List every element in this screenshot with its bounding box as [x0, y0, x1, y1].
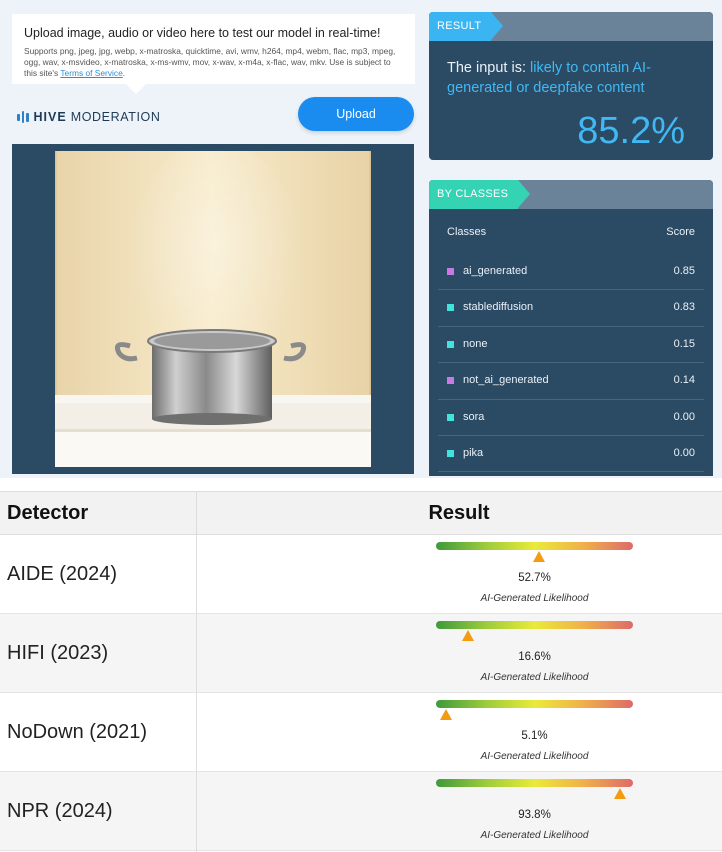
detector-name: HIFI (2023) [7, 642, 109, 664]
upload-description: Supports png, jpeg, jpg, webp, x-matrosk… [24, 46, 403, 79]
result-tag: RESULT [429, 12, 504, 41]
classes-column-headers: Classes Score [429, 226, 713, 246]
classes-tag: BY CLASSES [429, 180, 531, 209]
result-score: 85.2% [577, 110, 685, 152]
class-color-swatch [447, 304, 454, 312]
likelihood-label: AI-Generated Likelihood [480, 751, 589, 762]
likelihood-marker-icon [462, 630, 475, 641]
terms-of-service-link[interactable]: Terms of Service [60, 68, 123, 78]
likelihood-label: AI-Generated Likelihood [480, 830, 589, 841]
result-tag-label: RESULT [437, 20, 482, 32]
likelihood-percent: 93.8% [518, 809, 551, 821]
logo-product-text: MODERATION [70, 110, 161, 124]
class-color-swatch [447, 340, 454, 348]
class-row: none 0.15 [438, 327, 704, 364]
detector-name: AIDE (2024) [7, 563, 118, 585]
detector-row: AIDE (2024) 52.7% AI-Generated Likelihood [0, 535, 722, 614]
stock-pot-image [55, 151, 371, 467]
hive-moderation-logo: HIVE MODERATION [17, 110, 160, 124]
result-verdict: The input is: likely to contain AI-gener… [447, 58, 697, 98]
result-column-header: Result [428, 502, 490, 524]
detector-name: NoDown (2021) [7, 721, 148, 743]
likelihood-marker-icon [439, 709, 452, 720]
upload-button[interactable]: Upload [298, 97, 414, 131]
class-row: sora 0.00 [438, 400, 704, 436]
hive-logo-icon [17, 111, 29, 123]
likelihood-gauge-bar [436, 542, 633, 550]
class-name: none [463, 337, 488, 350]
class-row: stablediffusion 0.83 [438, 290, 704, 327]
upload-title: Upload image, audio or video here to tes… [24, 26, 381, 40]
class-color-swatch [447, 413, 454, 421]
class-color-swatch [447, 268, 454, 275]
detector-row: HIFI (2023) 16.6% AI-Generated Likelihood [0, 614, 722, 693]
class-score: 0.83 [673, 301, 695, 314]
likelihood-percent: 16.6% [518, 651, 551, 663]
class-row: ai_generated 0.85 [438, 254, 704, 291]
result-prefix: The input is: [447, 60, 531, 76]
likelihood-label: AI-Generated Likelihood [480, 593, 589, 604]
class-row: not_ai_generated 0.14 [438, 363, 704, 400]
likelihood-percent: 52.7% [518, 572, 551, 584]
class-name: stablediffusion [463, 301, 534, 314]
likelihood-gauge-bar [436, 700, 633, 708]
class-score: 0.00 [673, 410, 695, 423]
classes-column-header: Classes [447, 226, 487, 238]
class-row: pika 0.00 [438, 436, 704, 473]
uploaded-photo-stock-pot [55, 151, 371, 467]
classes-list: ai_generated 0.85 stablediffusion 0.83 none 0… [429, 254, 713, 473]
class-score: 0.85 [673, 265, 695, 277]
detector-row: NPR (2024) 93.8% AI-Generated Likelihood [0, 772, 722, 851]
classes-tag-label: BY CLASSES [437, 188, 509, 200]
likelihood-marker-icon [533, 551, 546, 562]
supported-formats-text: Supports png, jpeg, jpg, webp, x-matrosk… [24, 46, 396, 78]
hive-demo-panel: Upload image, audio or video here to tes… [0, 0, 722, 478]
likelihood-percent: 5.1% [521, 730, 548, 742]
detector-row: NoDown (2021) 5.1% AI-Generated Likelihood [0, 693, 722, 772]
class-color-swatch [447, 377, 454, 385]
upload-info-card: Upload image, audio or video here to tes… [12, 14, 415, 94]
class-score: 0.14 [673, 374, 695, 387]
class-name: pika [463, 446, 484, 459]
result-verdict-text: likely to contain AI-generated or deepfa… [447, 60, 651, 96]
by-classes-card: BY CLASSES Classes Score ai_generated 0.8… [429, 180, 713, 476]
likelihood-marker-icon [614, 788, 627, 799]
class-name: ai_generated [463, 265, 528, 277]
likelihood-label: AI-Generated Likelihood [480, 672, 589, 683]
detector-comparison-table: Detector Result AIDE (2024) 52.7% AI-Gener… [0, 491, 722, 852]
class-color-swatch [447, 449, 454, 457]
column-divider [196, 491, 197, 852]
tos-suffix: . [122, 68, 126, 78]
class-score: 0.15 [673, 337, 695, 350]
detector-name: NPR (2024) [7, 800, 113, 822]
class-name: not_ai_generated [463, 374, 549, 387]
result-card: RESULT The input is: likely to contain A… [429, 12, 713, 160]
uploaded-image-frame [12, 144, 414, 474]
likelihood-gauge-bar [436, 779, 633, 787]
logo-brand-text: HIVE [33, 110, 67, 124]
class-name: sora [463, 410, 485, 423]
detector-column-header: Detector [7, 502, 89, 524]
likelihood-gauge-bar [436, 621, 633, 629]
score-column-header: Score [666, 226, 695, 238]
table-header: Detector Result [0, 491, 722, 535]
class-score: 0.00 [673, 446, 695, 459]
